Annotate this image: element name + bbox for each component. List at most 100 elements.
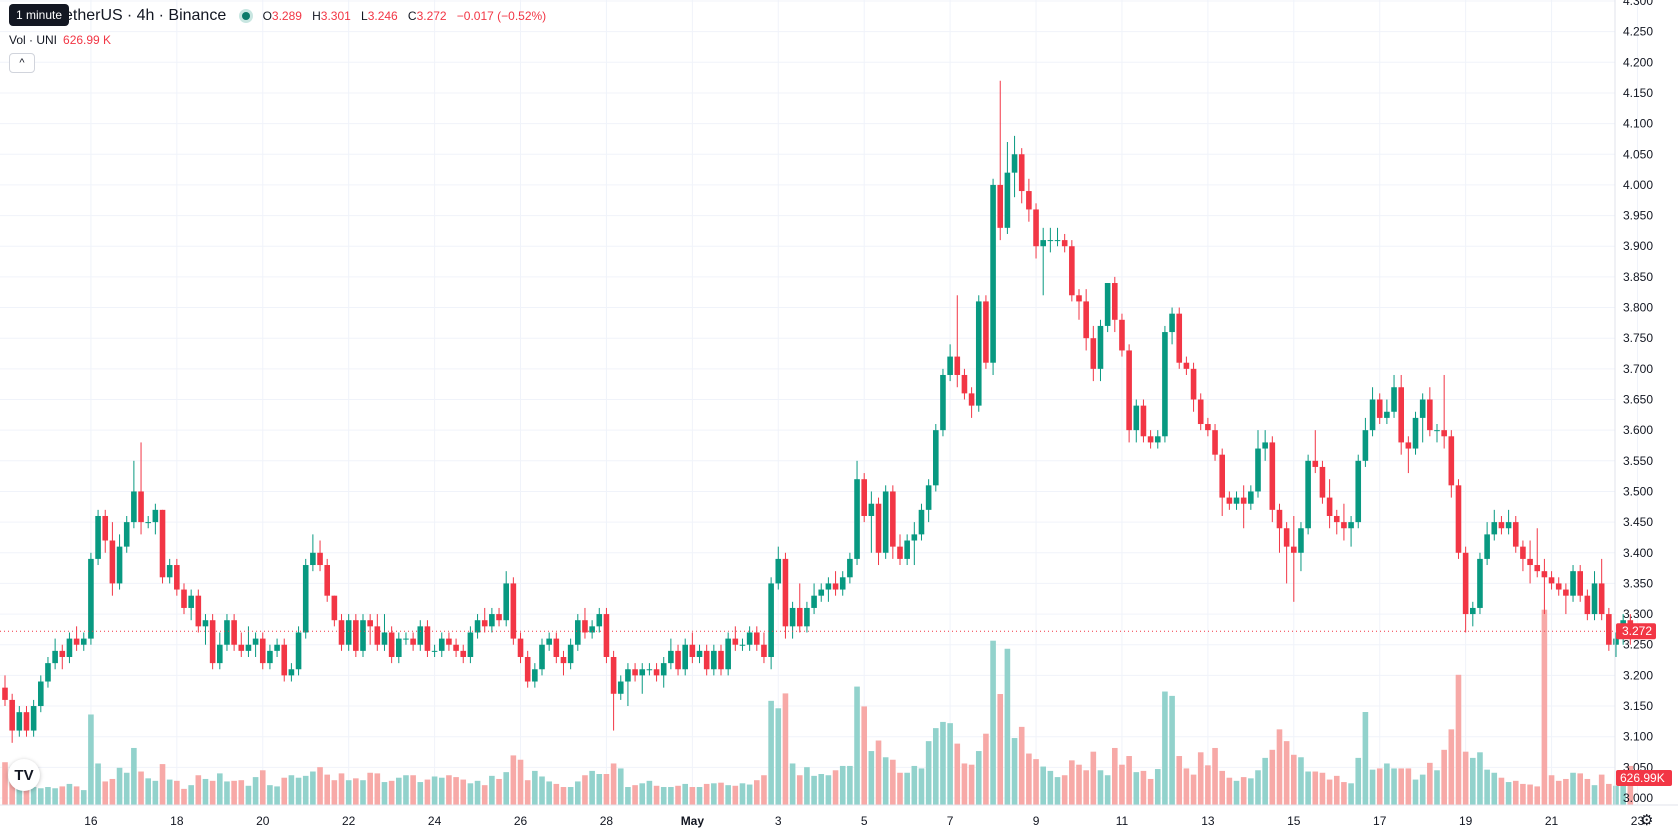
volume-bar bbox=[968, 764, 975, 805]
volume-bar bbox=[317, 767, 323, 805]
candle-body bbox=[589, 626, 595, 633]
candle-body bbox=[152, 509, 159, 523]
volume-bar bbox=[131, 747, 137, 805]
candle-body bbox=[1248, 491, 1254, 504]
volume-bar bbox=[302, 775, 309, 805]
volume-bar bbox=[1419, 774, 1426, 805]
candle-body bbox=[1319, 466, 1326, 498]
price-axis[interactable]: 3.0003.0503.1003.1503.2003.2503.3003.350… bbox=[1614, 0, 1653, 805]
volume-bar bbox=[589, 770, 595, 805]
candle-body bbox=[539, 644, 545, 670]
volume-bar bbox=[1176, 756, 1183, 805]
collapse-legend-button[interactable]: ^ bbox=[9, 53, 35, 73]
volume-bar bbox=[839, 765, 846, 805]
volume-bar bbox=[1512, 780, 1519, 805]
last-price-badge-label: 3.272 bbox=[1622, 624, 1652, 638]
volume-bar bbox=[331, 780, 338, 805]
volume-bar bbox=[45, 787, 51, 805]
candle-body bbox=[954, 356, 961, 375]
candle-body bbox=[746, 632, 753, 645]
volume-bar bbox=[38, 788, 44, 805]
candle-body bbox=[503, 583, 509, 621]
volume-bar bbox=[682, 783, 688, 805]
candle-body bbox=[1305, 460, 1311, 529]
low-value: L3.246 bbox=[361, 9, 398, 23]
candle-body bbox=[940, 374, 946, 431]
candle-body bbox=[259, 638, 266, 664]
candle-body bbox=[1326, 497, 1333, 516]
volume-bar bbox=[174, 780, 180, 805]
volume-bar bbox=[1477, 752, 1483, 805]
price-tick-label: 4.300 bbox=[1623, 0, 1653, 8]
volume-bar bbox=[1083, 770, 1089, 805]
candle-body bbox=[1255, 448, 1261, 492]
volume-value-badge-label: 626.99K bbox=[1620, 771, 1665, 785]
candle-body bbox=[796, 607, 803, 627]
volume-bar bbox=[381, 782, 388, 805]
interval-label[interactable]: 4h bbox=[136, 7, 155, 24]
candle-body bbox=[1169, 313, 1175, 333]
candle-body bbox=[1512, 522, 1519, 547]
candle-body bbox=[1262, 442, 1268, 449]
symbol-legend[interactable]: etherUS · 4h · Binance O3.289 H3.301 L3.… bbox=[64, 7, 546, 25]
volume-bar bbox=[560, 787, 567, 805]
volume-bar bbox=[9, 774, 15, 805]
time-tick-label: 22 bbox=[342, 814, 356, 828]
candle-body bbox=[1069, 246, 1075, 296]
candle-body bbox=[1555, 583, 1562, 590]
volume-value-badge-bg bbox=[1616, 770, 1672, 786]
volume-bar bbox=[746, 784, 753, 805]
volume-bar bbox=[1441, 749, 1447, 805]
candle-body bbox=[904, 540, 910, 559]
volume-bar bbox=[1147, 778, 1154, 805]
candle-body bbox=[16, 712, 23, 731]
candle-body bbox=[116, 546, 123, 584]
market-status-icon[interactable] bbox=[242, 11, 251, 20]
volume-bar bbox=[1061, 775, 1068, 805]
time-tick-label: 16 bbox=[84, 814, 98, 828]
volume-bar bbox=[145, 778, 151, 805]
volume-legend[interactable]: Vol · UNI 626.99 K bbox=[9, 33, 111, 47]
candle-body bbox=[174, 565, 180, 590]
volume-bar bbox=[1154, 769, 1161, 805]
volume-bar bbox=[353, 778, 359, 805]
candle-body bbox=[1570, 571, 1576, 596]
candle-body bbox=[524, 656, 531, 682]
candle-body bbox=[1520, 546, 1526, 559]
volume-bar bbox=[1491, 772, 1498, 805]
candle-body bbox=[897, 546, 903, 559]
time-axis[interactable]: 16182022242628May35791113151719212325272… bbox=[0, 804, 1678, 828]
volume-bar bbox=[188, 785, 194, 805]
volume-bar bbox=[825, 775, 832, 805]
candle-body bbox=[331, 595, 338, 621]
time-tick-label: 24 bbox=[428, 814, 442, 828]
candle-body bbox=[181, 589, 187, 608]
time-tick-label: 17 bbox=[1373, 814, 1387, 828]
volume-value: 626.99 K bbox=[63, 33, 112, 47]
candle-body bbox=[1026, 191, 1032, 210]
volume-bar bbox=[159, 764, 166, 805]
volume-bar bbox=[1291, 754, 1297, 805]
volume-bar bbox=[725, 785, 731, 805]
candle-body bbox=[947, 356, 953, 375]
exchange-label[interactable]: Binance bbox=[168, 7, 227, 24]
volume-bar bbox=[503, 772, 509, 805]
symbol-name[interactable]: etherUS bbox=[64, 7, 123, 24]
candle-body bbox=[1577, 571, 1583, 596]
volume-bar bbox=[202, 778, 209, 805]
candle-body bbox=[288, 669, 295, 676]
volume-bar bbox=[2, 762, 8, 805]
candle-body bbox=[703, 650, 710, 670]
volume-bar bbox=[95, 763, 101, 805]
volume-bar bbox=[1563, 778, 1569, 805]
gear-icon[interactable]: ⚙ bbox=[1640, 812, 1654, 829]
volume-bar bbox=[1004, 648, 1011, 805]
tradingview-logo-icon[interactable]: TV bbox=[8, 759, 40, 791]
volume-bar bbox=[231, 780, 237, 805]
interval-tooltip: 1 minute bbox=[9, 4, 70, 26]
price-tick-label: 4.150 bbox=[1623, 86, 1653, 100]
candle-body bbox=[166, 565, 173, 578]
volume-bar bbox=[660, 787, 667, 805]
time-tick-label: 23 bbox=[1631, 814, 1645, 828]
